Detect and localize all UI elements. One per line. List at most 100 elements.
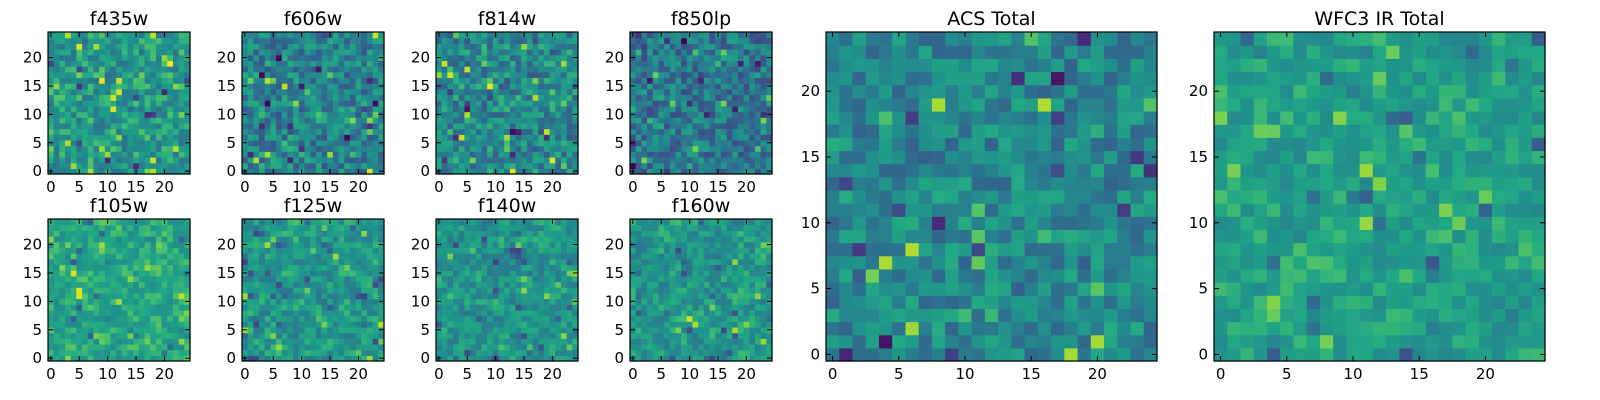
heatmap-cell — [76, 43, 83, 50]
heatmap-cell — [104, 253, 112, 260]
heatmap-cell — [458, 264, 465, 271]
heatmap-cell — [664, 304, 671, 311]
heatmap-cell — [475, 139, 483, 147]
heatmap-cell — [703, 122, 711, 130]
heatmap-cell — [167, 253, 174, 260]
heatmap-cell — [538, 349, 545, 356]
heatmap-cell — [703, 37, 711, 44]
heatmap-cell — [509, 270, 517, 277]
heatmap-cell — [560, 60, 568, 67]
heatmap-cell — [70, 349, 77, 356]
heatmap-cell — [104, 88, 112, 96]
heatmap-cell — [492, 77, 500, 84]
heatmap-cell — [566, 100, 573, 107]
heatmap-cell — [327, 83, 334, 90]
heatmap-cell — [304, 128, 311, 135]
heatmap-cell — [566, 275, 573, 283]
heatmap-cell — [487, 275, 494, 283]
heatmap-cell — [133, 100, 140, 107]
heatmap-cell — [521, 100, 528, 107]
heatmap-cell — [436, 304, 443, 311]
heatmap-cell — [641, 49, 648, 56]
heatmap-cell — [532, 134, 539, 141]
heatmap-cell — [366, 71, 374, 79]
heatmap-cell — [104, 264, 112, 271]
heatmap-cell — [298, 253, 306, 260]
heatmap-cell — [53, 105, 60, 113]
heatmap-cell — [327, 71, 334, 79]
heatmap-cell — [116, 111, 123, 118]
heatmap-cell — [178, 151, 185, 158]
heatmap-cell — [566, 247, 573, 254]
heatmap-cell — [726, 100, 733, 107]
heatmap-cell — [743, 139, 750, 147]
heatmap-cell — [310, 247, 317, 254]
heatmap-cell — [498, 264, 505, 271]
heatmap-cell — [355, 264, 362, 271]
heatmap-cell — [372, 117, 379, 124]
heatmap-cell — [99, 77, 106, 84]
heatmap-cell — [675, 156, 682, 164]
heatmap-cell — [304, 332, 311, 339]
heatmap-cell — [93, 281, 100, 288]
heatmap-cell — [110, 128, 117, 135]
heatmap-cell — [635, 32, 642, 39]
heatmap-cell — [760, 326, 767, 334]
heatmap-cell — [555, 168, 562, 175]
heatmap-cell — [652, 332, 659, 339]
heatmap-cell — [481, 37, 488, 44]
heatmap-cell — [144, 304, 151, 311]
heatmap-cell — [99, 326, 106, 334]
heatmap-cell — [110, 270, 117, 277]
heatmap-cell — [498, 321, 505, 328]
heatmap-cell — [167, 168, 174, 175]
heatmap-cell — [76, 343, 83, 351]
heatmap-cell — [498, 66, 505, 73]
heatmap-cell — [167, 43, 174, 50]
heatmap-cell — [332, 247, 340, 254]
heatmap-cell — [315, 298, 323, 305]
heatmap-cell — [543, 88, 551, 96]
heatmap-cell — [65, 37, 72, 44]
heatmap-cell — [754, 94, 762, 101]
heatmap-cell — [487, 315, 494, 322]
heatmap-cell — [93, 270, 100, 277]
heatmap-cell — [327, 162, 334, 169]
heatmap-cell — [766, 100, 773, 107]
heatmap-cell — [481, 241, 488, 248]
heatmap-cell — [116, 88, 123, 96]
y-tick-label: 15 — [605, 77, 624, 95]
y-tick-label: 10 — [605, 105, 624, 123]
heatmap-cell — [161, 247, 168, 254]
heatmap-cell — [59, 298, 66, 305]
heatmap-cell — [138, 287, 146, 294]
heatmap-cell — [99, 287, 106, 294]
heatmap-cell — [453, 117, 460, 124]
heatmap-cell — [349, 77, 357, 84]
heatmap-cell — [259, 321, 266, 328]
heatmap-cell — [509, 253, 517, 260]
heatmap-cell — [133, 298, 140, 305]
y-tick-label: 5 — [614, 134, 624, 152]
heatmap-cell — [436, 332, 443, 339]
heatmap-cell — [475, 258, 483, 266]
heatmap-cell — [652, 304, 659, 311]
heatmap-cell — [99, 343, 106, 351]
heatmap-cell — [133, 156, 140, 164]
heatmap-cell — [53, 281, 60, 288]
heatmap-cell — [538, 236, 545, 243]
heatmap-cell — [121, 258, 129, 266]
heatmap-cell — [293, 326, 300, 334]
heatmap-cell — [487, 128, 494, 135]
heatmap-cell — [110, 60, 117, 67]
heatmap-cell — [178, 54, 185, 61]
heatmap-cell — [652, 270, 659, 277]
heatmap-cell — [481, 60, 488, 67]
heatmap-cell — [281, 219, 289, 226]
heatmap-cell — [760, 287, 767, 294]
heatmap-cell — [327, 151, 334, 158]
heatmap-cell — [720, 309, 728, 317]
heatmap-cell — [259, 128, 266, 135]
heatmap-cell — [70, 275, 77, 283]
heatmap-cell — [70, 111, 77, 118]
